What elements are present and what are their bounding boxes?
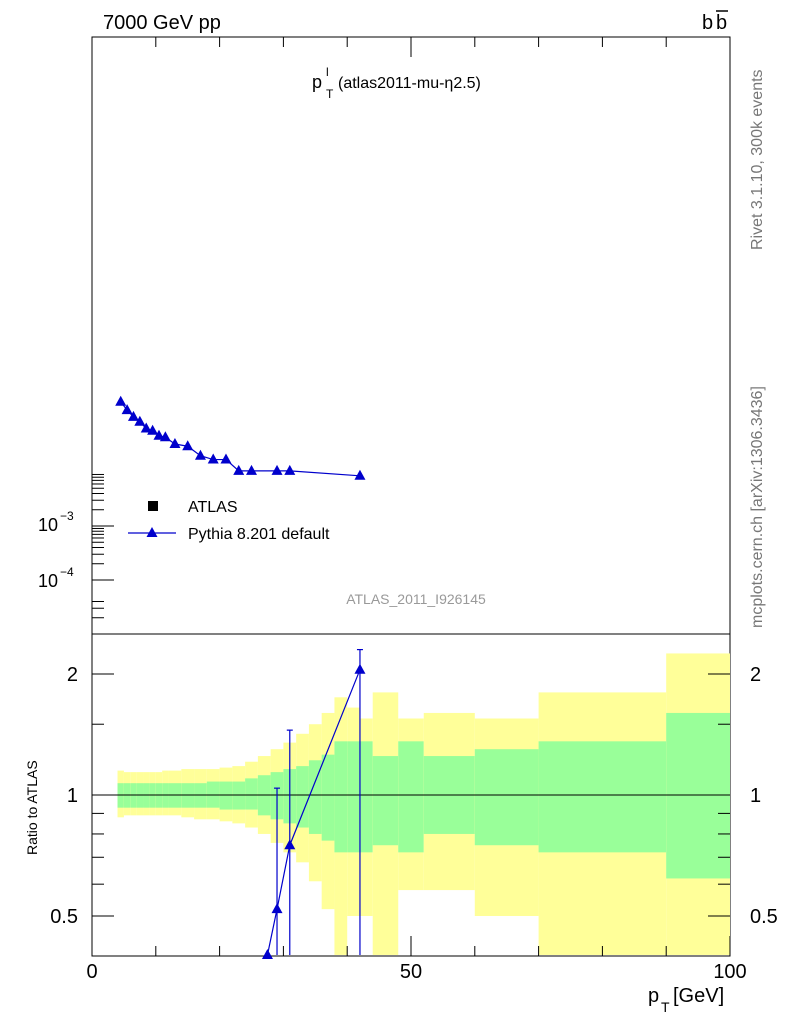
ratio-band-inner: [666, 712, 730, 879]
ratio-band-inner: [296, 766, 309, 828]
mcplots-label: mcplots.cern.ch [arXiv:1306.3436]: [749, 386, 766, 628]
main-y-ticks: [92, 473, 114, 619]
main-mc-point: [220, 453, 232, 464]
main-mc-point: [140, 422, 152, 433]
ratio-y-tick-label-left: 2: [67, 664, 78, 686]
ratio-band-inner: [359, 741, 373, 853]
ratio-mc-point: [354, 663, 366, 674]
x-label-sub: T: [661, 999, 670, 1015]
ratio-band-inner: [219, 781, 233, 810]
ratio-band-inner: [372, 756, 399, 846]
y-tick-1e-3-base: 10: [38, 515, 58, 535]
ratio-band-inner: [334, 741, 348, 853]
title-rest: (atlas2011-mu-η2.5): [338, 75, 481, 92]
ratio-y-tick-label-right: 2: [750, 664, 761, 686]
y-tick-1e-4-base: 10: [38, 571, 58, 591]
main-mc-point: [159, 431, 171, 442]
ratio-mc-point: [271, 903, 283, 914]
main-frame: [91, 36, 731, 635]
main-mc-point: [284, 464, 296, 475]
ratio-mc-point: [284, 839, 296, 850]
plot-title: p l T (atlas2011-mu-η2.5): [312, 65, 481, 101]
ratio-y-tick-label-right: 0.5: [750, 906, 778, 928]
main-mc-point: [182, 440, 194, 451]
ratio-band-inner: [474, 749, 539, 846]
ratio-y-tick-label-right: 1: [750, 785, 761, 807]
main-mc-point: [354, 469, 366, 480]
ratio-x-tick-label: 50: [400, 961, 422, 983]
ratio-band-inner: [538, 741, 667, 853]
legend-mc-label: Pythia 8.201 default: [188, 526, 330, 543]
ratio-band-inner: [245, 778, 258, 810]
y-tick-1e-4-exp: −4: [60, 565, 74, 579]
main-mc-point: [127, 410, 139, 421]
main-mc-point: [233, 464, 245, 475]
ratio-y-tick-label-left: 0.5: [50, 906, 78, 928]
main-mc-point: [169, 438, 181, 449]
ratio-x-tick-label: 0: [86, 961, 97, 983]
ratio-axes: 0.5 0.5 1 1 2 2 0 50 100: [50, 37, 778, 983]
x-label-p: p: [648, 985, 659, 1007]
title-p: p: [312, 72, 322, 92]
main-mc-series: [115, 395, 366, 480]
rivet-label: Rivet 3.1.10, 300k events: [749, 69, 766, 250]
beam-label: 7000 GeV pp: [103, 12, 221, 34]
ratio-y-tick-label-left: 1: [67, 785, 78, 807]
main-y-tick-labels: 10 −3 10 −4: [38, 509, 74, 591]
ratio-band-inner: [321, 754, 335, 841]
legend: ATLAS Pythia 8.201 default: [128, 499, 330, 543]
process-label: b b: [702, 10, 728, 34]
ratio-bands: [117, 653, 730, 955]
ratio-y-label: Ratio to ATLAS: [24, 760, 40, 855]
ratio-band-inner: [232, 781, 246, 810]
ratio-band-inner: [398, 741, 424, 853]
main-mc-point: [121, 404, 133, 415]
ratio-band-inner: [308, 760, 322, 834]
title-sup: l: [326, 65, 329, 79]
main-mc-point: [194, 449, 206, 460]
title-sub: T: [326, 87, 334, 101]
ratio-band-inner: [347, 741, 360, 853]
legend-atlas-marker: [148, 501, 158, 511]
ratio-mc-series: [261, 649, 366, 959]
ratio-x-tick-label: 100: [713, 961, 746, 983]
main-mc-point: [246, 464, 257, 475]
y-tick-1e-3-exp: −3: [60, 509, 74, 523]
main-mc-point: [147, 424, 159, 435]
main-mc-point: [115, 395, 127, 406]
x-label-rest: [GeV]: [673, 985, 724, 1007]
process-b: b: [702, 12, 713, 34]
main-mc-point: [271, 464, 283, 475]
main-mc-point: [207, 453, 219, 464]
process-bbar: b: [716, 12, 727, 34]
main-mc-point: [153, 429, 165, 440]
legend-atlas-label: ATLAS: [188, 499, 238, 516]
ratio-mc-line: [266, 669, 361, 956]
x-axis-label: p T [GeV]: [648, 985, 724, 1015]
ratio-mc-point: [261, 948, 273, 959]
analysis-watermark: ATLAS_2011_I926145: [346, 591, 486, 607]
legend-mc-marker: [146, 527, 158, 537]
main-mc-point: [134, 415, 146, 426]
